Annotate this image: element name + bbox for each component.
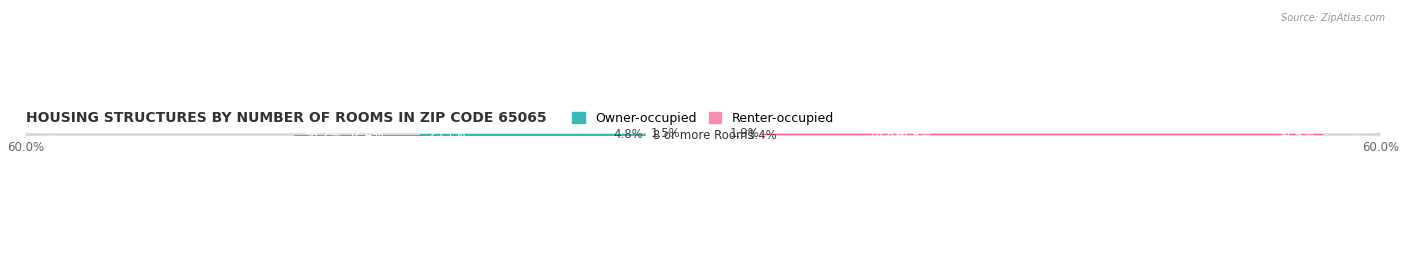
Text: 1 Room: 1 Room [676,127,730,140]
Bar [294,135,703,136]
Bar [703,135,741,136]
Text: 25.1%: 25.1% [429,128,465,141]
Bar [703,133,724,134]
Text: 3.4%: 3.4% [747,129,776,142]
Text: 36.2%: 36.2% [304,129,340,142]
Text: 54.9%: 54.9% [1277,128,1313,141]
Bar [419,134,703,135]
Text: 20.9%: 20.9% [893,128,929,140]
Text: 1.5%: 1.5% [651,127,681,140]
FancyBboxPatch shape [25,132,1381,136]
Text: HOUSING STRUCTURES BY NUMBER OF ROOMS IN ZIP CODE 65065: HOUSING STRUCTURES BY NUMBER OF ROOMS IN… [25,111,546,125]
FancyBboxPatch shape [25,133,1381,137]
Text: 2 or 3 Rooms: 2 or 3 Rooms [661,128,745,140]
FancyBboxPatch shape [25,132,1381,135]
Text: 8 or more Rooms: 8 or more Rooms [648,129,758,142]
FancyBboxPatch shape [25,133,1381,136]
Bar [686,133,703,134]
Text: 4.8%: 4.8% [613,128,643,140]
Text: 32.4%: 32.4% [346,129,384,141]
Text: Source: ZipAtlas.com: Source: ZipAtlas.com [1281,13,1385,23]
Bar [703,134,1323,135]
Text: 1.9%: 1.9% [730,127,761,140]
Text: 4 or 5 Rooms: 4 or 5 Rooms [661,128,745,141]
Text: 6 or 7 Rooms: 6 or 7 Rooms [661,129,745,141]
Text: 18.8%: 18.8% [869,129,907,141]
Legend: Owner-occupied, Renter-occupied: Owner-occupied, Renter-occupied [568,107,838,130]
FancyBboxPatch shape [25,134,1381,137]
